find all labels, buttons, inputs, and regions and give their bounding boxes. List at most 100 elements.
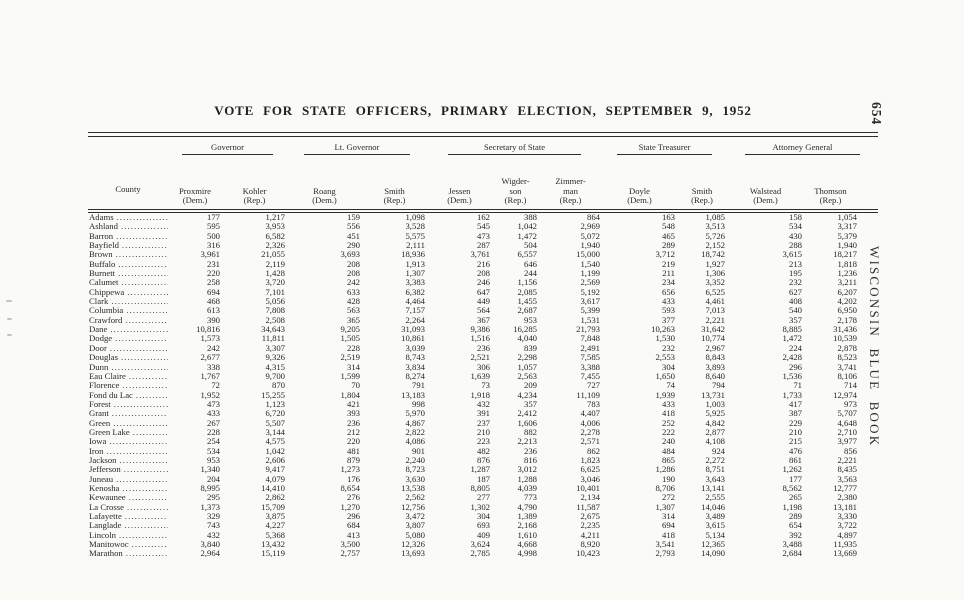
- county-cell: Dunn...................................: [88, 363, 168, 372]
- candidate-column-header: Smith (Rep.): [677, 186, 727, 206]
- vote-cell: 714: [843, 380, 857, 391]
- vote-cell: 1,306: [705, 268, 725, 279]
- leader-dots: ...................................: [126, 502, 168, 512]
- vote-cell: 613: [206, 305, 220, 316]
- county-name: Langlade: [89, 521, 122, 531]
- leader-dots: ...................................: [109, 343, 168, 353]
- vote-cell: 647: [476, 286, 490, 297]
- county-name: Buffalo: [89, 259, 116, 269]
- vote-cell: 973: [843, 398, 857, 409]
- county-name: Jackson: [89, 455, 117, 465]
- vote-cell: 21,055: [261, 249, 285, 260]
- vote-cell: 2,168: [517, 520, 537, 531]
- county-cell: Calumet.................................…: [88, 278, 168, 287]
- vote-cell: 2,677: [200, 352, 220, 363]
- vote-cell: 212: [346, 426, 360, 437]
- vote-cell: 8,805: [470, 482, 490, 493]
- vote-cell: 1,307: [655, 501, 675, 512]
- county-name: Juneau: [89, 474, 114, 484]
- leader-dots: ...................................: [124, 521, 168, 531]
- candidate-column-header: Smith (Rep.): [362, 186, 427, 206]
- vote-cell: 1,927: [705, 258, 725, 269]
- page-number: 654: [869, 102, 884, 126]
- vote-cell: 236: [476, 342, 490, 353]
- county-name: Green Lake: [89, 427, 130, 437]
- vote-cell: 4,668: [517, 539, 537, 550]
- vote-cell: 3,834: [405, 361, 425, 372]
- vote-cell: 208: [346, 268, 360, 279]
- vote-cell: 1,650: [655, 370, 675, 381]
- vote-cell: 314: [661, 511, 675, 521]
- leader-dots: ...................................: [113, 399, 168, 409]
- vote-cell: 1,455: [517, 296, 537, 307]
- vote-cell: 3,472: [405, 511, 425, 521]
- vote-cell: 468: [206, 296, 220, 307]
- vote-cell: 1,098: [405, 212, 425, 222]
- vote-cell: 482: [476, 445, 490, 456]
- candidate-party: (Rep.): [504, 195, 527, 206]
- vote-cell: 3,563: [837, 473, 857, 484]
- vote-cell: 3,712: [655, 249, 675, 260]
- vote-cell: 1,288: [517, 473, 537, 484]
- county-cell: Grant...................................: [88, 409, 168, 418]
- vote-cell: 534: [206, 445, 220, 456]
- vote-cell: 14,046: [701, 501, 725, 512]
- vote-cell: 9,700: [265, 370, 285, 381]
- vote-cell: 9,326: [265, 352, 285, 363]
- vote-cell: 694: [206, 286, 220, 297]
- vote-cell: 545: [476, 221, 490, 232]
- vote-cell: 656: [661, 286, 675, 297]
- vote-cell: 388: [523, 212, 537, 222]
- candidate-name: Wigder-: [501, 176, 530, 187]
- vote-cell: 484: [661, 445, 675, 456]
- vote-cell: 10,774: [701, 333, 725, 344]
- leader-dots: ...................................: [109, 437, 168, 447]
- vote-cell: 187: [476, 473, 490, 484]
- county-cell: Brown...................................: [88, 250, 168, 259]
- vote-cell: 6,720: [265, 408, 285, 419]
- vote-cell: 210: [788, 426, 802, 437]
- vote-cell: 4,867: [405, 417, 425, 428]
- leader-dots: ...................................: [120, 222, 168, 232]
- vote-cell: 1,042: [517, 221, 537, 232]
- vote-cell: 433: [661, 296, 675, 307]
- vote-cell: 267: [206, 417, 220, 428]
- vote-cell: 1,733: [782, 389, 802, 400]
- vote-cell: 13,181: [833, 501, 857, 512]
- vote-cell: 4,648: [837, 417, 857, 428]
- vote-cell: 4,039: [517, 482, 537, 493]
- vote-cell: 289: [788, 511, 802, 521]
- vote-cell: 6,950: [837, 305, 857, 316]
- leader-dots: ...................................: [119, 455, 168, 465]
- vote-cell: 2,380: [837, 492, 857, 503]
- vote-cell: 4,040: [517, 333, 537, 344]
- vote-cell: 2,235: [580, 520, 600, 531]
- vote-cell: 11,935: [833, 539, 857, 550]
- county-cell: Dodge...................................: [88, 334, 168, 343]
- vote-cell: 1,287: [470, 464, 490, 475]
- vote-cell: 242: [346, 277, 360, 288]
- vote-cell: 3,383: [405, 277, 425, 288]
- vote-cell: 240: [661, 436, 675, 447]
- vote-cell: 1,804: [340, 389, 360, 400]
- vote-cell: 8,106: [837, 370, 857, 381]
- vote-cell: 2,178: [837, 314, 857, 325]
- leader-dots: ...................................: [128, 371, 168, 381]
- county-cell: Jackson.................................…: [88, 456, 168, 465]
- vote-cell: 390: [206, 314, 220, 325]
- county-name: Kewaunee: [89, 493, 126, 503]
- vote-cell: 1,373: [200, 501, 220, 512]
- county-name: Iowa: [89, 437, 107, 447]
- leader-dots: ...................................: [126, 306, 168, 316]
- vote-cell: 1,610: [517, 529, 537, 540]
- vote-cell: 4,202: [837, 296, 857, 307]
- leader-dots: ...................................: [111, 362, 168, 372]
- vote-cell: 2,491: [580, 342, 600, 353]
- vote-cell: 465: [661, 230, 675, 241]
- vote-cell: 1,516: [470, 333, 490, 344]
- vote-cell: 627: [788, 286, 802, 297]
- vote-cell: 2,264: [405, 314, 425, 325]
- vote-cell: 228: [206, 426, 220, 437]
- vote-cell: 3,720: [265, 277, 285, 288]
